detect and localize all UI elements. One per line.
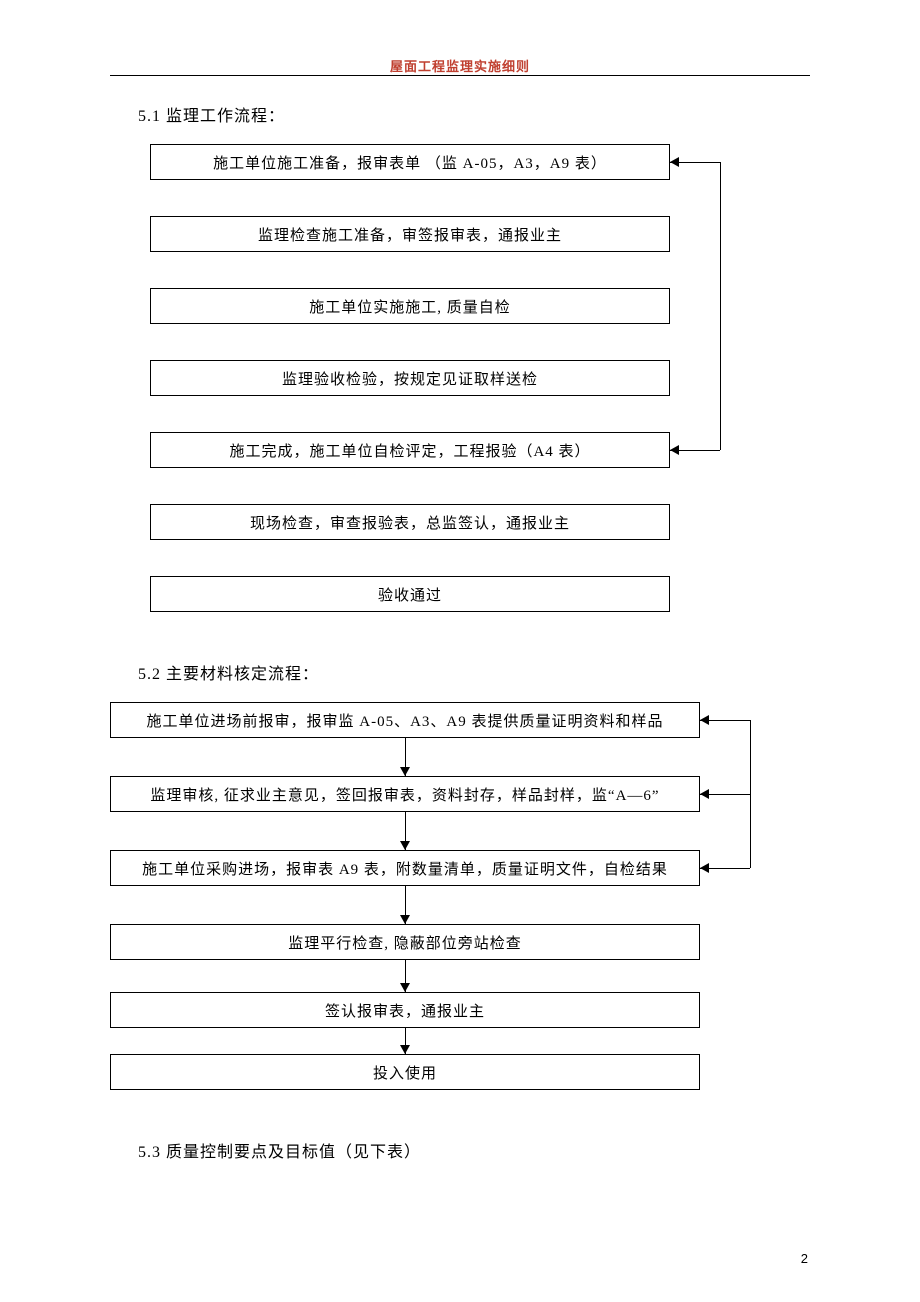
flow2-step-2: 监理审核, 征求业主意见，签回报审表，资料封存，样品封样，监“A—6” xyxy=(110,776,700,812)
flow1-step-3-label: 施工单位实施施工, 质量自检 xyxy=(309,296,511,317)
flow2-arrow-4-5 xyxy=(400,983,410,992)
section-5-2-heading: 5.2 主要材料核定流程： xyxy=(138,660,810,684)
flow-5-1: 施工单位施工准备，报审表单 （监 A-05，A3，A9 表） 监理检查施工准备，… xyxy=(110,144,810,624)
flow1-step-2-label: 监理检查施工准备，审签报审表，通报业主 xyxy=(258,224,562,245)
page-number: 2 xyxy=(801,1251,808,1266)
flow1-step-6-label: 现场检查，审查报验表，总监签认，通报业主 xyxy=(250,512,570,533)
flow1-step-4-label: 监理验收检验，按规定见证取样送检 xyxy=(282,368,538,389)
flow1-arrow-to-5 xyxy=(670,445,679,455)
flow2-step-4: 监理平行检查, 隐蔽部位旁站检查 xyxy=(110,924,700,960)
flow1-step-3: 施工单位实施施工, 质量自检 xyxy=(150,288,670,324)
flow2-step-4-label: 监理平行检查, 隐蔽部位旁站检查 xyxy=(288,932,522,953)
flow1-step-2: 监理检查施工准备，审签报审表，通报业主 xyxy=(150,216,670,252)
flow1-step-5-label: 施工完成，施工单位自检评定，工程报验（A4 表） xyxy=(229,440,590,461)
flow2-feedback-rail xyxy=(750,720,751,868)
flow2-arrow-2-3 xyxy=(400,841,410,850)
flow2-step-2-label: 监理审核, 征求业主意见，签回报审表，资料封存，样品封样，监“A—6” xyxy=(150,784,659,805)
flow2-arrow-from-2 xyxy=(700,789,709,799)
document-page: 屋面工程监理实施细则 5.1 监理工作流程： 施工单位施工准备，报审表单 （监 … xyxy=(0,0,920,1302)
flow1-step-7-label: 验收通过 xyxy=(378,584,442,605)
page-header-title: 屋面工程监理实施细则 xyxy=(0,56,920,75)
flow1-step-1: 施工单位施工准备，报审表单 （监 A-05，A3，A9 表） xyxy=(150,144,670,180)
flow2-step-5: 签认报审表，通报业主 xyxy=(110,992,700,1028)
section-5-3-heading: 5.3 质量控制要点及目标值（见下表） xyxy=(138,1138,810,1162)
flow2-arrow-to-1 xyxy=(700,715,709,725)
flow2-step-1-label: 施工单位进场前报审，报审监 A-05、A3、A9 表提供质量证明资料和样品 xyxy=(147,710,664,731)
flow2-step-1: 施工单位进场前报审，报审监 A-05、A3、A9 表提供质量证明资料和样品 xyxy=(110,702,700,738)
flow2-step-3-label: 施工单位采购进场，报审表 A9 表，附数量清单，质量证明文件，自检结果 xyxy=(142,858,668,879)
flow1-step-5: 施工完成，施工单位自检评定，工程报验（A4 表） xyxy=(150,432,670,468)
flow2-step-6: 投入使用 xyxy=(110,1054,700,1090)
flow2-arrow-3-4 xyxy=(400,915,410,924)
flow1-step-7: 验收通过 xyxy=(150,576,670,612)
flow1-step-1-label: 施工单位施工准备，报审表单 （监 A-05，A3，A9 表） xyxy=(213,152,607,173)
flow2-arrow-1-2 xyxy=(400,767,410,776)
section-5-1-heading: 5.1 监理工作流程： xyxy=(138,102,810,126)
flow1-feedback-rail xyxy=(720,162,721,450)
flow1-arrow-to-1 xyxy=(670,157,679,167)
flow2-step-3: 施工单位采购进场，报审表 A9 表，附数量清单，质量证明文件，自检结果 xyxy=(110,850,700,886)
flow1-step-4: 监理验收检验，按规定见证取样送检 xyxy=(150,360,670,396)
flow2-step-5-label: 签认报审表，通报业主 xyxy=(325,1000,485,1021)
flow-5-2: 施工单位进场前报审，报审监 A-05、A3、A9 表提供质量证明资料和样品 监理… xyxy=(110,702,810,1102)
flow2-arrow-to-3 xyxy=(700,863,709,873)
header-rule xyxy=(110,75,810,76)
flow1-step-6: 现场检查，审查报验表，总监签认，通报业主 xyxy=(150,504,670,540)
flow2-arrow-5-6 xyxy=(400,1045,410,1054)
flow2-step-6-label: 投入使用 xyxy=(373,1062,437,1083)
